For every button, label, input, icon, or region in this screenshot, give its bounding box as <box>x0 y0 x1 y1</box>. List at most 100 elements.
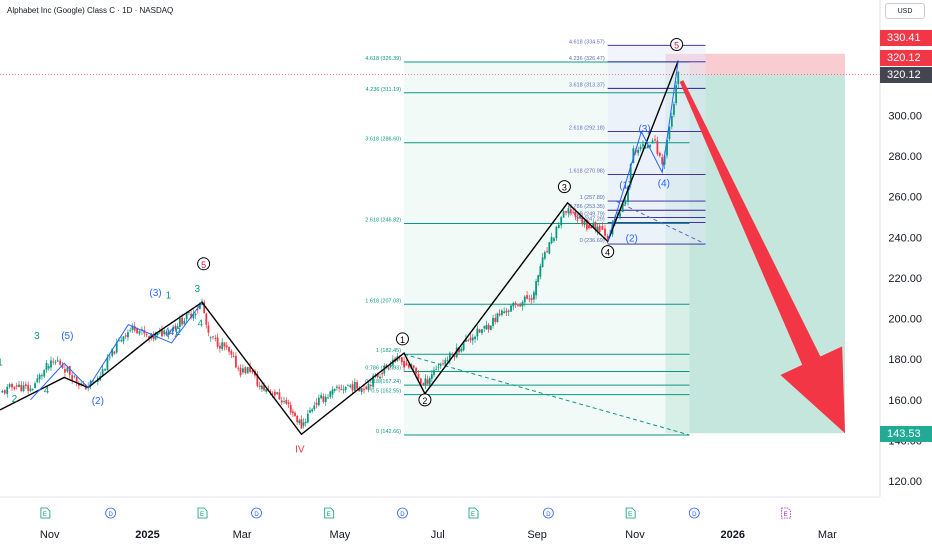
candle-body <box>478 329 481 333</box>
candle-body <box>230 350 233 355</box>
candle-body <box>251 370 254 373</box>
entry-price-label: 320.12 <box>880 50 932 66</box>
candle-body <box>71 375 74 380</box>
candle-body <box>59 360 62 365</box>
wave-label-circle <box>395 332 409 346</box>
candle-body <box>489 325 492 331</box>
candle-body <box>594 221 597 231</box>
candle-body <box>629 164 632 186</box>
candle-body <box>50 360 52 368</box>
x-tick-label: Nov <box>40 529 60 541</box>
candle-body <box>315 402 318 405</box>
candle-body <box>526 295 528 299</box>
fib-small-level-label: 0.618 (249.79) <box>569 211 605 217</box>
candle-body <box>203 301 206 314</box>
wave-label: 3 <box>194 284 200 295</box>
fib-level-label: 4.236 (311.19) <box>366 87 402 93</box>
candle-body <box>661 157 664 165</box>
candle-body <box>209 337 212 339</box>
candle-body <box>106 357 109 371</box>
candle-body <box>82 383 85 385</box>
candle-body <box>405 362 408 366</box>
candle-body <box>329 391 332 398</box>
candle-body <box>358 387 361 392</box>
fib-level-label: 0.786 (173.93) <box>365 366 401 372</box>
candle-body <box>521 301 524 307</box>
fib-level-label: 1.618 (207.03) <box>365 298 401 304</box>
wave-label: 3 <box>34 331 40 342</box>
candle-body <box>111 348 114 356</box>
candle-body <box>56 360 59 362</box>
wave-label: (1) <box>619 181 631 192</box>
candle-body <box>606 235 609 240</box>
candle-body <box>585 220 588 230</box>
candle-body <box>369 385 372 387</box>
earnings-marker <box>625 507 636 519</box>
wave-label: (4) <box>658 179 670 190</box>
candle-body <box>283 401 285 402</box>
candle-body <box>500 310 503 315</box>
fib-small-level-label: 1.618 (270.98) <box>569 168 605 174</box>
candle-body <box>256 374 259 386</box>
candle-body <box>118 339 120 341</box>
candle-body <box>11 383 13 388</box>
candle-body <box>433 370 435 375</box>
candle-body <box>460 348 463 352</box>
candle-body <box>161 329 163 337</box>
candle-body <box>467 339 470 341</box>
candle-body <box>496 313 499 322</box>
candle-body <box>246 367 249 374</box>
candle-body <box>228 346 230 352</box>
candle-body <box>145 334 148 335</box>
wave-label-circle <box>197 257 211 271</box>
wave-label-circle <box>601 245 615 259</box>
earnings-marker <box>781 507 792 519</box>
candle-body <box>294 412 296 417</box>
candle-body <box>207 325 210 333</box>
candle-body <box>675 85 678 104</box>
candle-body <box>353 381 356 391</box>
candle-body <box>8 384 11 387</box>
candle-body <box>419 378 422 384</box>
wave-label-circle <box>670 38 684 52</box>
candle-body <box>320 395 323 399</box>
fib-small-trend-dashed <box>615 200 706 245</box>
chart-title: Alphabet Inc (Google) Class C · 1D · NAS… <box>7 6 174 15</box>
candle-body <box>322 396 325 402</box>
wave-label: (2) <box>626 233 638 244</box>
event-marker-label: D <box>692 512 697 518</box>
candle-body <box>225 345 228 348</box>
fib-level-label: 0.618 (167.24) <box>365 379 401 385</box>
candle-body <box>417 374 420 379</box>
candle-body <box>216 337 219 347</box>
candle-body <box>291 411 294 414</box>
event-marker-label: D <box>546 512 551 518</box>
candle-body <box>656 140 659 154</box>
wave-label: (2) <box>92 396 104 407</box>
candle-body <box>458 347 460 353</box>
candle-body <box>276 392 279 395</box>
candle-body <box>218 345 221 349</box>
candle-body <box>131 325 134 330</box>
wave-label: 5 <box>201 260 206 270</box>
candle-body <box>22 385 25 391</box>
wave-label: (4) <box>165 327 177 338</box>
candle-body <box>129 330 132 332</box>
candle-body <box>15 385 18 387</box>
candle-body <box>426 379 429 384</box>
candle-body <box>398 357 401 359</box>
candle-body <box>444 360 447 365</box>
candle-body <box>113 351 116 354</box>
event-marker-label: D <box>254 512 259 518</box>
stop-price-label: 330.41 <box>880 30 932 46</box>
candle-body <box>336 386 338 388</box>
candle-body <box>507 310 510 312</box>
candle-body <box>546 251 548 253</box>
currency-selector[interactable]: USD <box>885 3 925 19</box>
candle-body <box>43 369 46 377</box>
candle-body <box>588 225 590 229</box>
candle-body <box>385 364 388 368</box>
candle-body <box>471 337 474 341</box>
candle-body <box>205 313 208 325</box>
